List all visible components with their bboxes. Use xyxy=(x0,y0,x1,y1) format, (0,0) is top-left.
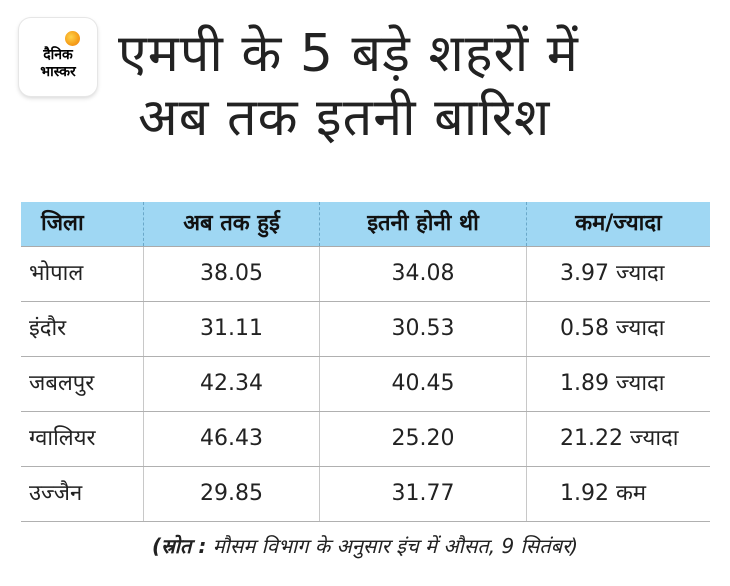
cell-district: ग्वालियर xyxy=(29,426,96,451)
table-row: उज्जैन 29.85 31.77 1.92 कम xyxy=(21,467,710,522)
cell-received: 29.85 xyxy=(143,467,319,521)
cell-district: इंदौर xyxy=(29,316,67,341)
header-received: अब तक हुई xyxy=(143,202,319,246)
source-label: (स्रोत : xyxy=(151,534,207,558)
cell-expected: 25.20 xyxy=(319,412,526,466)
sun-icon xyxy=(65,31,80,46)
table-row: इंदौर 31.11 30.53 0.58 ज्यादा xyxy=(21,302,710,357)
logo-text-line2: भास्कर xyxy=(40,64,76,80)
dainik-bhaskar-logo: दैनिक भास्कर xyxy=(19,18,97,96)
title-line1: एमपी के 5 बड़े शहरों में xyxy=(118,24,579,84)
cell-difference: 3.97 ज्यादा xyxy=(526,247,710,301)
cell-district: जबलपुर xyxy=(29,371,95,396)
cell-expected: 30.53 xyxy=(319,302,526,356)
cell-received: 31.11 xyxy=(143,302,319,356)
cell-received: 42.34 xyxy=(143,357,319,411)
cell-district: भोपाल xyxy=(29,261,84,286)
cell-district: उज्जैन xyxy=(29,481,83,506)
cell-expected: 40.45 xyxy=(319,357,526,411)
table-row: जबलपुर 42.34 40.45 1.89 ज्यादा xyxy=(21,357,710,412)
rainfall-table: जिला अब तक हुई इतनी होनी थी कम/ज्यादा भो… xyxy=(21,202,710,522)
title-line2: अब तक इतनी बारिश xyxy=(138,88,551,148)
source-note: (स्रोत : मौसम विभाग के अनुसार इंच में औस… xyxy=(0,532,730,559)
cell-expected: 31.77 xyxy=(319,467,526,521)
cell-difference: 21.22 ज्यादा xyxy=(526,412,710,466)
logo-text-line1: दैनिक xyxy=(43,47,73,63)
page-title: एमपी के 5 बड़े शहरों में अब तक इतनी बारि… xyxy=(118,22,718,150)
table-row: ग्वालियर 46.43 25.20 21.22 ज्यादा xyxy=(21,412,710,467)
header-district: जिला xyxy=(41,211,84,236)
cell-expected: 34.08 xyxy=(319,247,526,301)
table-header: जिला अब तक हुई इतनी होनी थी कम/ज्यादा xyxy=(21,202,710,247)
cell-difference: 1.92 कम xyxy=(526,467,710,521)
table-row: भोपाल 38.05 34.08 3.97 ज्यादा xyxy=(21,247,710,302)
header-difference: कम/ज्यादा xyxy=(526,202,710,246)
cell-difference: 1.89 ज्यादा xyxy=(526,357,710,411)
cell-difference: 0.58 ज्यादा xyxy=(526,302,710,356)
header-expected: इतनी होनी थी xyxy=(319,202,526,246)
source-text: मौसम विभाग के अनुसार इंच में औसत, 9 सितं… xyxy=(212,534,579,558)
cell-received: 46.43 xyxy=(143,412,319,466)
cell-received: 38.05 xyxy=(143,247,319,301)
